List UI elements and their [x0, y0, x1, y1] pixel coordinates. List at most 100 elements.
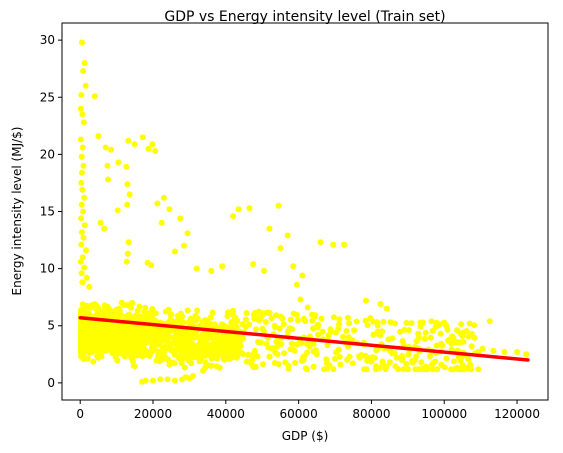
data-point: [219, 263, 226, 270]
data-point: [225, 350, 232, 356]
data-point: [126, 191, 133, 198]
data-point: [266, 225, 273, 232]
data-point: [450, 358, 457, 365]
data-point: [441, 364, 448, 371]
data-point: [295, 317, 301, 324]
data-point: [340, 333, 346, 340]
data-point: [81, 354, 88, 361]
data-point: [108, 344, 115, 351]
data-point: [86, 283, 93, 290]
data-point: [377, 301, 384, 307]
data-point: [400, 366, 407, 373]
data-point: [409, 359, 416, 366]
data-point: [108, 146, 115, 153]
data-point: [196, 355, 203, 362]
data-point: [213, 334, 220, 341]
data-point: [230, 351, 237, 358]
data-point: [501, 349, 508, 355]
data-point: [514, 349, 521, 355]
data-point: [125, 137, 132, 144]
data-point: [82, 310, 89, 317]
data-point: [149, 345, 156, 352]
data-point: [290, 310, 297, 317]
y-tick-label: 15: [40, 205, 55, 219]
data-point: [421, 335, 428, 342]
data-point: [287, 346, 294, 353]
data-point: [101, 302, 108, 309]
data-point: [114, 357, 121, 364]
data-point: [153, 318, 160, 325]
data-point: [383, 363, 389, 370]
data-point: [427, 353, 433, 360]
data-point: [336, 321, 342, 328]
data-point: [221, 332, 228, 339]
data-point: [79, 254, 86, 261]
data-point: [142, 304, 149, 311]
data-point: [403, 319, 410, 326]
data-point: [235, 206, 242, 213]
data-point: [104, 162, 111, 169]
data-point: [180, 319, 187, 326]
data-point: [168, 347, 175, 354]
data-point: [315, 331, 322, 338]
data-point: [116, 311, 123, 318]
data-point: [434, 366, 441, 373]
data-point: [188, 343, 195, 350]
x-axis-ticks: 0 20000 40000 60000 80000 100000 120000: [76, 400, 540, 421]
data-point: [304, 304, 311, 311]
y-tick-label: 0: [47, 376, 55, 390]
data-point: [318, 315, 325, 322]
data-point: [344, 314, 351, 321]
data-point: [323, 356, 330, 363]
data-point: [156, 358, 163, 365]
data-point: [173, 319, 180, 326]
data-point: [235, 337, 242, 344]
data-point: [78, 201, 85, 208]
x-tick-label: 80000: [352, 407, 390, 421]
data-point: [242, 323, 249, 330]
data-point: [293, 281, 300, 288]
y-tick-label: 25: [40, 90, 55, 104]
data-point: [301, 353, 308, 360]
data-point: [256, 317, 262, 324]
data-point: [148, 262, 155, 269]
data-point: [430, 360, 437, 366]
data-point: [328, 328, 334, 335]
data-point: [420, 319, 426, 326]
data-point: [386, 359, 393, 366]
data-point: [309, 317, 316, 324]
data-point: [302, 365, 309, 372]
data-point: [89, 336, 96, 343]
data-point: [160, 194, 167, 201]
data-point: [125, 329, 132, 336]
x-tick-label: 120000: [494, 407, 540, 421]
data-point: [465, 333, 472, 340]
data-point: [79, 229, 85, 236]
data-point: [346, 320, 353, 327]
data-point: [123, 258, 130, 265]
data-point: [387, 319, 394, 326]
data-point: [202, 347, 209, 354]
data-point: [116, 349, 123, 356]
data-point: [108, 308, 115, 315]
data-point: [457, 331, 464, 337]
data-point: [154, 200, 161, 207]
data-point: [126, 340, 133, 346]
data-point: [133, 343, 140, 350]
data-point: [297, 296, 304, 303]
data-point: [208, 267, 215, 274]
data-point: [373, 366, 379, 373]
data-point: [281, 350, 288, 357]
data-point: [380, 318, 387, 325]
data-point: [412, 366, 419, 373]
data-point: [101, 347, 108, 354]
data-point: [78, 344, 85, 351]
data-point: [288, 340, 295, 347]
data-point: [299, 272, 306, 279]
data-point: [226, 356, 233, 363]
data-point: [374, 319, 381, 326]
data-point: [443, 355, 450, 362]
data-point: [479, 345, 486, 352]
data-point: [152, 148, 159, 154]
data-point: [268, 345, 275, 352]
